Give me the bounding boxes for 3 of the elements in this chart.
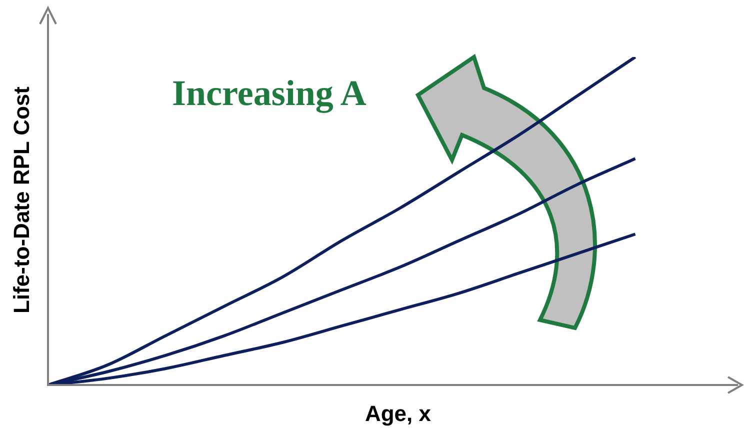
y-axis-title: Life-to-Date RPL Cost	[9, 86, 35, 314]
x-axis-title: Age, x	[364, 401, 432, 427]
annotation: Increasing A	[172, 72, 366, 114]
